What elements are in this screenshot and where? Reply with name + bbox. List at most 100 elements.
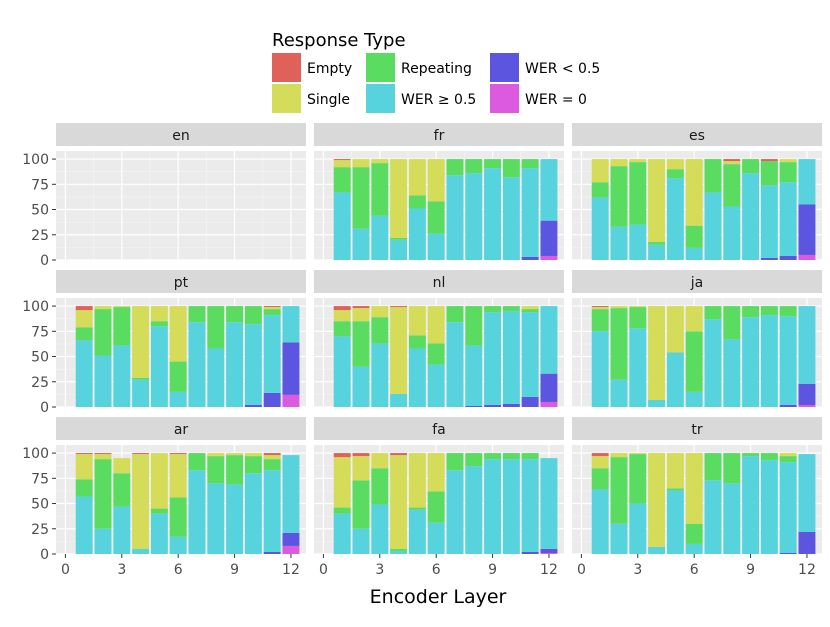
bar-segment-nl-layer10-repeating — [502, 306, 520, 312]
bar-segment-ar-layer4-empty — [132, 453, 150, 455]
bar-segment-ja-layer12-werhi — [798, 306, 816, 384]
bar-segment-fa-layer1-werhi — [333, 513, 351, 554]
bar-segment-pt-layer1-single — [75, 310, 93, 328]
bar-segment-fa-layer1-single — [333, 457, 351, 508]
x-tick-label: 9 — [488, 562, 497, 578]
bar-segment-ar-layer4-single — [132, 454, 150, 549]
y-tick-label: 25 — [31, 228, 49, 244]
bar-segment-es-layer12-wer0 — [798, 254, 816, 260]
x-tick-label: 12 — [282, 562, 300, 578]
y-tick-label: 0 — [40, 547, 49, 563]
facet-panel-fr: fr — [314, 123, 564, 261]
y-tick-label: 100 — [22, 299, 49, 315]
bar-segment-ar-layer1-single — [75, 454, 93, 480]
bar-segment-fr-layer5-repeating — [408, 195, 426, 209]
facet-strip-label: fr — [434, 128, 445, 144]
bar-segment-nl-layer3-single — [371, 306, 389, 318]
bar-segment-tr-layer3-repeating — [629, 454, 647, 504]
bar-segment-pt-layer4-werhi — [132, 379, 150, 407]
bar-segment-fa-layer3-single — [371, 453, 389, 469]
bar-segment-tr-layer7-werhi — [704, 480, 722, 554]
bar-segment-pt-layer9-repeating — [226, 306, 244, 323]
bar-segment-tr-layer1-repeating — [591, 468, 609, 490]
bar-segment-ja-layer9-werhi — [742, 317, 760, 407]
facet-strip-label: en — [172, 128, 190, 144]
bar-segment-nl-layer7-werhi — [446, 322, 464, 407]
bar-segment-nl-layer5-repeating — [408, 335, 426, 349]
legend-swatch-repeating — [366, 53, 395, 82]
bar-segment-tr-layer2-single — [610, 453, 628, 458]
bar-segment-fa-layer5-repeating — [408, 507, 426, 510]
panel-background — [56, 151, 306, 260]
bar-segment-fa-layer4-single — [390, 455, 408, 549]
bar-segment-fr-layer9-repeating — [484, 159, 502, 169]
bar-segment-es-layer11-repeating — [779, 162, 797, 183]
bar-segment-es-layer3-single — [629, 159, 647, 163]
bar-segment-pt-layer1-repeating — [75, 327, 93, 341]
bar-segment-tr-layer2-repeating — [610, 457, 628, 524]
bar-segment-fr-layer3-repeating — [371, 163, 389, 216]
bar-segment-pt-layer11-single — [263, 307, 281, 310]
bar-segment-tr-layer1-empty — [591, 453, 609, 457]
bar-segment-fr-layer1-empty — [333, 159, 351, 161]
bar-segment-nl-layer8-werlo — [465, 405, 483, 407]
bar-segment-tr-layer12-werhi — [798, 454, 816, 532]
bar-segment-fr-layer5-werhi — [408, 208, 426, 260]
bar-segment-tr-layer7-repeating — [704, 453, 722, 481]
legend-label-repeating: Repeating — [401, 61, 472, 77]
bar-segment-ar-layer2-repeating — [94, 459, 112, 529]
x-tick-label: 3 — [375, 562, 384, 578]
bar-segment-es-layer2-repeating — [610, 166, 628, 227]
bar-segment-fa-layer4-werhi — [390, 550, 408, 554]
bar-segment-tr-layer11-repeating — [779, 456, 797, 463]
bar-segment-ja-layer2-single — [610, 306, 628, 309]
bar-segment-tr-layer3-single — [629, 453, 647, 455]
legend-label-werlo: WER < 0.5 — [525, 61, 600, 77]
bar-segment-fa-layer9-repeating — [484, 453, 502, 460]
bar-segment-nl-layer6-single — [427, 306, 445, 344]
bar-segment-fa-layer12-werhi — [540, 458, 558, 549]
bar-segment-tr-layer6-werhi — [685, 543, 703, 554]
bar-segment-ar-layer9-single — [226, 453, 244, 456]
facet-panel-nl: nl — [314, 270, 564, 408]
bar-segment-pt-layer11-werhi — [263, 315, 281, 393]
bar-segment-pt-layer3-single — [113, 306, 131, 308]
bar-segment-fa-layer7-repeating — [446, 453, 464, 471]
bar-segment-fa-layer12-wer0 — [540, 552, 558, 554]
bar-segment-fa-layer11-repeating — [521, 453, 539, 460]
x-tick-label: 6 — [432, 562, 441, 578]
x-tick-label: 9 — [230, 562, 239, 578]
bar-segment-es-layer5-repeating — [666, 169, 684, 179]
bar-segment-fr-layer6-repeating — [427, 201, 445, 234]
facet-strip — [314, 123, 564, 146]
bar-segment-ja-layer10-werhi — [760, 315, 778, 407]
bar-segment-fr-layer6-werhi — [427, 233, 445, 260]
bar-segment-ar-layer11-werhi — [263, 470, 281, 552]
facet-strip — [56, 270, 306, 293]
bar-segment-tr-layer10-werhi — [760, 460, 778, 554]
bar-segment-pt-layer11-werlo — [263, 392, 281, 407]
bar-segment-tr-layer3-werhi — [629, 503, 647, 554]
bar-segment-fa-layer5-single — [408, 453, 426, 508]
bar-segment-ar-layer6-single — [169, 454, 187, 498]
x-axis-title: Encoder Layer — [370, 586, 507, 608]
bar-segment-fr-layer5-single — [408, 159, 426, 196]
bar-segment-nl-layer8-werhi — [465, 345, 483, 406]
bar-segment-nl-layer2-werhi — [352, 366, 370, 407]
bar-segment-nl-layer6-repeating — [427, 343, 445, 365]
bar-segment-pt-layer9-werhi — [226, 322, 244, 407]
bar-segment-ar-layer11-empty — [263, 453, 281, 456]
y-tick-label: 75 — [31, 324, 49, 340]
bar-segment-fr-layer6-single — [427, 159, 445, 202]
bar-segment-ar-layer3-repeating — [113, 473, 131, 507]
y-tick-label: 25 — [31, 375, 49, 391]
bar-segment-ar-layer12-werhi — [282, 455, 300, 533]
bar-segment-es-layer6-repeating — [685, 225, 703, 248]
bar-segment-es-layer10-repeating — [760, 161, 778, 186]
bar-segment-fa-layer11-werlo — [521, 551, 539, 554]
bar-segment-fa-layer1-empty — [333, 453, 351, 458]
bar-segment-tr-layer10-repeating — [760, 453, 778, 461]
bar-segment-nl-layer12-wer0 — [540, 401, 558, 407]
bar-segment-tr-layer11-werlo — [779, 552, 797, 554]
